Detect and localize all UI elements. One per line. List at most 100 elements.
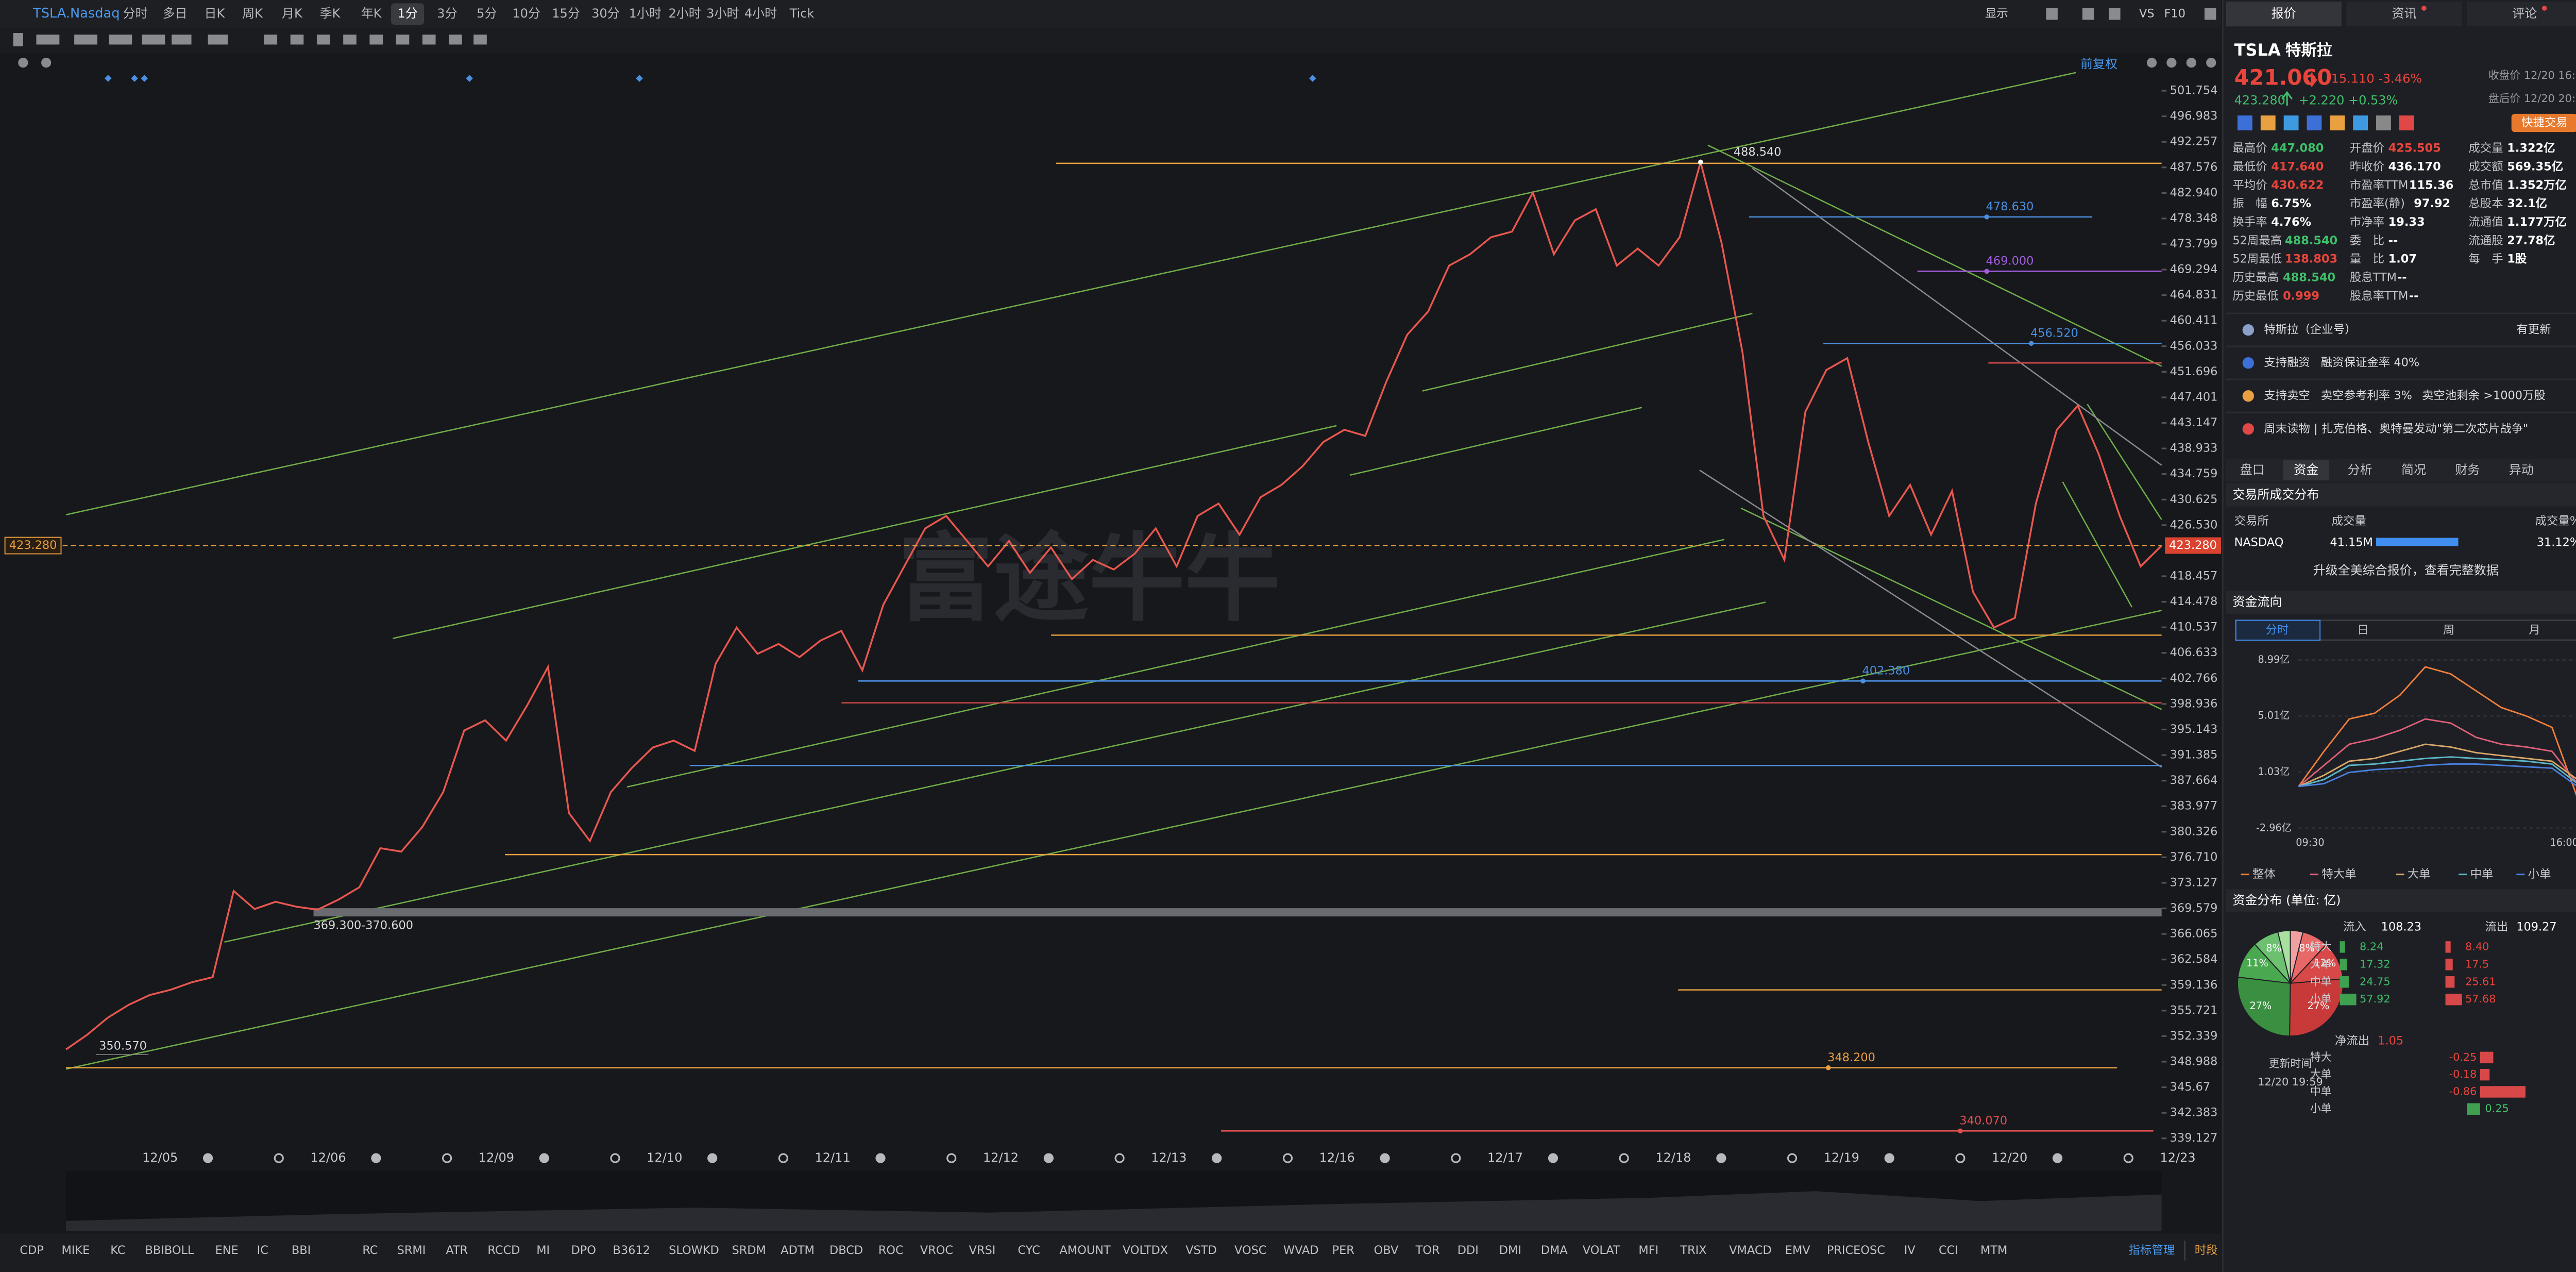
indicator-tab[interactable]: DBCD [829, 1244, 863, 1257]
trade-button[interactable]: 快捷交易 [2521, 116, 2568, 129]
indicator-tab[interactable]: WVAD [1283, 1244, 1319, 1257]
indicator-tab[interactable]: MFI [1638, 1244, 1658, 1257]
indicator-tab[interactable]: BBIBOLL [145, 1244, 194, 1257]
sub-tab[interactable]: 资金 [2294, 462, 2318, 477]
level-label: 402.380 [1862, 664, 1910, 678]
adjust-mode[interactable]: 前复权 [2080, 57, 2117, 71]
sub-tab[interactable]: 财务 [2455, 462, 2480, 477]
indicator-tab[interactable]: IV [1904, 1244, 1916, 1257]
indicator-tab[interactable]: VROC [920, 1244, 953, 1257]
indicator-tab[interactable]: PRICEOSC [1827, 1244, 1885, 1257]
info-text[interactable]: 卖空参考利率 3% [2321, 389, 2412, 403]
indicator-tab[interactable]: VOSC [1234, 1244, 1266, 1257]
panel-tab[interactable]: 报价 [2272, 6, 2296, 21]
period-tab[interactable]: 日K [204, 6, 225, 21]
indicator-tab[interactable]: TOR [1415, 1244, 1440, 1257]
up-arrow [2281, 91, 2293, 106]
indicator-tab[interactable]: DMI [1499, 1244, 1521, 1257]
sub-tab[interactable]: 异动 [2509, 462, 2534, 477]
y-tick-label: 1.03亿 [2258, 765, 2290, 777]
stat-value: 1.07 [2388, 253, 2417, 266]
flow-tab[interactable]: 周 [2443, 623, 2454, 637]
period-tab[interactable]: 1小时 [629, 6, 662, 21]
session-button[interactable]: 时段 [2195, 1244, 2218, 1257]
indicator-tab[interactable]: MI [536, 1244, 550, 1257]
indicator-tab[interactable]: RC [362, 1244, 378, 1257]
info-text[interactable]: 周末读物 | 扎克伯格、奥特曼发动"第二次芯片战争" [2264, 422, 2528, 436]
toolbar-button[interactable]: F10 [2164, 7, 2185, 21]
period-tab[interactable]: 3分 [437, 6, 457, 21]
indicator-tab[interactable]: VOLTDX [1123, 1244, 1168, 1257]
indicator-tab[interactable]: ENE [215, 1244, 239, 1257]
info-text[interactable]: 支持融资 [2264, 356, 2310, 370]
period-tab[interactable]: 2小时 [669, 6, 701, 21]
indicator-tab[interactable]: VOLAT [1583, 1244, 1620, 1257]
indicator-tab[interactable]: IC [257, 1244, 268, 1257]
indicator-tab[interactable]: ROC [878, 1244, 904, 1257]
y-tick-label: 402.766 [2170, 672, 2218, 685]
period-tab[interactable]: 年K [361, 6, 382, 21]
panel-tab[interactable]: 评论 [2512, 6, 2537, 21]
indicator-tab[interactable]: ADTM [781, 1244, 815, 1257]
period-tab[interactable]: 分时 [123, 6, 148, 21]
period-tab[interactable]: 15分 [552, 6, 580, 21]
info-text[interactable]: 特斯拉（企业号） [2264, 323, 2356, 337]
period-tab[interactable]: 1分 [397, 6, 417, 21]
flow-tab[interactable]: 分时 [2265, 623, 2289, 637]
indicator-tab[interactable]: ATR [446, 1244, 468, 1257]
indicator-tab[interactable]: SLOWKD [669, 1244, 719, 1257]
flow-tab[interactable]: 月 [2529, 623, 2540, 637]
net-bar [2480, 1086, 2526, 1098]
period-tab[interactable]: 周K [242, 6, 263, 21]
indicator-tab[interactable]: AMOUNT [1060, 1244, 1111, 1257]
sub-tab[interactable]: 盘口 [2240, 462, 2265, 477]
flow-tab[interactable]: 日 [2357, 623, 2368, 637]
info-text[interactable]: 融资保证金率 40% [2321, 356, 2419, 370]
toolbar-button[interactable]: VS [2139, 7, 2155, 21]
indicator-tab[interactable]: CDP [20, 1244, 43, 1257]
indicator-tab[interactable]: DDI [1458, 1244, 1479, 1257]
indicator-tab[interactable]: BBI [292, 1244, 311, 1257]
indicator-tab[interactable]: PER [1332, 1244, 1354, 1257]
indicator-tab[interactable]: MIKE [61, 1244, 90, 1257]
period-tab[interactable]: 3小时 [706, 6, 739, 21]
info-text[interactable]: 卖空池剩余 >1000万股 [2422, 389, 2546, 403]
period-tab[interactable]: Tick [789, 6, 815, 21]
sub-tab[interactable]: 分析 [2348, 462, 2372, 477]
sub-tab[interactable]: 简况 [2401, 462, 2426, 477]
upgrade-link[interactable]: 升级全美综合报价，查看完整数据 [2313, 563, 2499, 578]
indicator-tab[interactable]: DPO [571, 1244, 596, 1257]
indicator-tab[interactable]: RCCD [487, 1244, 520, 1257]
indicator-tab[interactable]: EMV [1785, 1244, 1811, 1257]
info-text[interactable]: 支持卖空 [2264, 389, 2310, 403]
toolbar-button[interactable]: 显示 [1985, 7, 2008, 21]
indicator-tab[interactable]: MTM [1980, 1244, 2007, 1257]
period-tab[interactable]: 10分 [512, 6, 540, 21]
indicator-tab[interactable]: OBV [1374, 1244, 1399, 1257]
indicator-tab[interactable]: CCI [1939, 1244, 1958, 1257]
info-text[interactable]: 有更新 [2516, 323, 2551, 337]
level-dot [1860, 678, 1866, 684]
y-tick-label: 501.754 [2170, 84, 2218, 97]
indicator-tab[interactable]: B3612 [613, 1244, 650, 1257]
period-tab[interactable]: 季K [320, 6, 341, 21]
panel-tab[interactable]: 资讯 [2392, 6, 2416, 21]
indicator-tab[interactable]: VSTD [1185, 1244, 1217, 1257]
indicator-tab[interactable]: KC [110, 1244, 125, 1257]
period-tab[interactable]: 月K [282, 6, 303, 21]
outflow-bar [2445, 959, 2453, 970]
indicator-tab[interactable]: SRMI [397, 1244, 426, 1257]
indicator-tab[interactable]: CYC [1018, 1244, 1040, 1257]
period-tab[interactable]: 多日 [162, 6, 187, 21]
info-icon [2242, 357, 2255, 369]
period-tab[interactable]: 5分 [477, 6, 497, 21]
watermark: 富途牛牛 [897, 523, 1280, 634]
indicator-tab[interactable]: VMACD [1729, 1244, 1772, 1257]
indicator-tab[interactable]: TRIX [1680, 1244, 1706, 1257]
indicator-tab[interactable]: SRDM [732, 1244, 766, 1257]
period-tab[interactable]: 30分 [591, 6, 620, 21]
indicator-manage[interactable]: 指标管理 [2129, 1244, 2175, 1257]
indicator-tab[interactable]: VRSI [969, 1244, 996, 1257]
period-tab[interactable]: 4小时 [744, 6, 777, 21]
indicator-tab[interactable]: DMA [1541, 1244, 1568, 1257]
